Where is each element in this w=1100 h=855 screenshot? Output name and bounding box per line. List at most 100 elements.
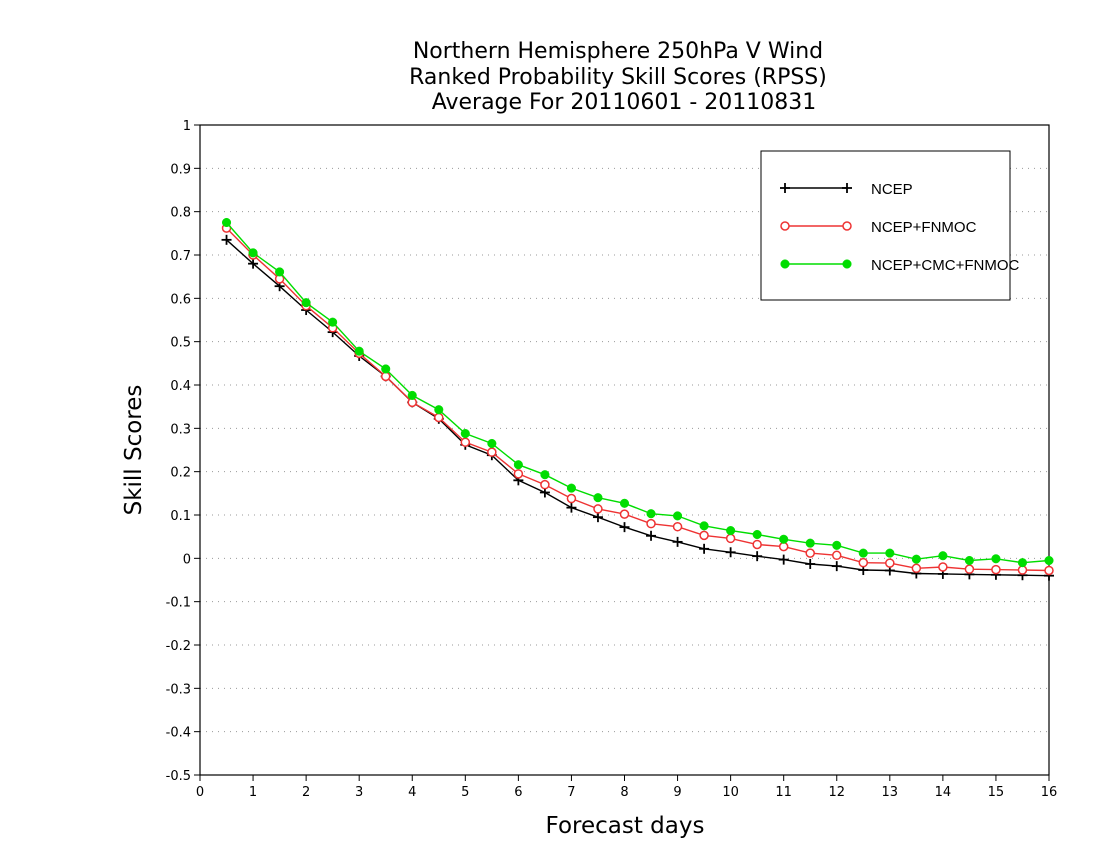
y-tick-label: 0.3 (170, 422, 191, 437)
data-point (858, 548, 868, 558)
data-point (673, 511, 683, 521)
data-point (726, 526, 736, 536)
x-tick-label: 6 (514, 785, 522, 800)
legend-label: NCEP+CMC+FNMOC (871, 257, 1020, 274)
data-point (328, 317, 338, 327)
data-point (672, 536, 683, 547)
legend-marker (780, 221, 790, 231)
data-point (275, 267, 285, 277)
data-point (540, 470, 550, 480)
x-tick-label: 9 (673, 785, 681, 800)
series-ncep-cmc-fnmoc (221, 217, 1054, 568)
x-tick-label: 12 (828, 785, 845, 800)
data-point (407, 390, 417, 400)
y-tick-label: -0.2 (166, 639, 191, 654)
legend-marker (842, 221, 852, 231)
data-point (778, 554, 789, 565)
y-axis-title: Skill Scores (121, 385, 147, 516)
data-point (460, 428, 470, 439)
data-point (1017, 565, 1028, 575)
data-point (646, 518, 656, 529)
data-point (964, 564, 975, 574)
data-point (805, 538, 815, 548)
data-point (354, 346, 364, 356)
data-point (619, 498, 630, 508)
data-point (566, 483, 576, 493)
data-point (619, 522, 630, 533)
data-point (646, 509, 656, 519)
data-point (593, 493, 603, 503)
x-axis-title: Forecast days (546, 813, 705, 839)
x-tick-label: 14 (935, 785, 952, 800)
data-point (699, 530, 709, 541)
data-point (911, 563, 922, 574)
legend-entry: NCEP+FNMOC (780, 219, 977, 236)
data-point (725, 533, 736, 544)
chart-title-line-1: Northern Hemisphere 250hPa V Wind (413, 39, 823, 64)
data-point (725, 547, 736, 558)
data-point (991, 554, 1001, 564)
y-tick-label: 1 (183, 119, 191, 134)
data-point (460, 437, 471, 447)
x-tick-label: 11 (775, 785, 792, 800)
data-point (938, 562, 948, 572)
data-point (779, 534, 789, 544)
data-point (592, 512, 603, 523)
y-tick-label: 0.1 (170, 509, 191, 524)
data-point (672, 521, 683, 532)
legend-label: NCEP (871, 181, 913, 198)
x-tick-label: 0 (196, 785, 204, 800)
data-point (938, 551, 948, 561)
y-tick-label: 0 (183, 552, 191, 567)
x-tick-label: 5 (461, 785, 469, 800)
series-layer (221, 217, 1054, 581)
y-tick-label: 0.2 (170, 466, 191, 481)
x-tick-label: 8 (620, 785, 628, 800)
x-tick-label: 15 (988, 785, 1005, 800)
data-point (1017, 558, 1028, 568)
legend-entry: NCEP+CMC+FNMOC (780, 257, 1020, 274)
legend-entry: NCEP (780, 181, 913, 198)
data-point (248, 248, 258, 258)
legend-label: NCEP+FNMOC (871, 219, 977, 236)
data-point (248, 258, 259, 269)
legend-marker (780, 183, 790, 193)
data-point (831, 561, 842, 572)
data-point (752, 529, 762, 540)
data-point (434, 405, 444, 415)
legend-marker (842, 183, 852, 193)
data-point (832, 550, 842, 561)
data-point (540, 479, 550, 490)
data-point (1044, 565, 1054, 576)
data-point (380, 371, 391, 382)
data-point (221, 234, 232, 245)
data-point (991, 564, 1001, 575)
data-point (778, 541, 789, 552)
data-point (221, 217, 232, 228)
data-point (487, 447, 497, 457)
data-point (964, 555, 974, 566)
data-point (381, 364, 391, 374)
data-point (566, 493, 577, 504)
y-tick-label: -0.5 (166, 769, 191, 784)
chart-title-line-3: Average For 20110601 - 20110831 (432, 90, 817, 115)
data-point (566, 502, 577, 513)
x-tick-label: 2 (302, 785, 310, 800)
data-point (858, 557, 869, 568)
x-tick-label: 16 (1041, 785, 1058, 800)
data-point (1044, 555, 1054, 566)
y-tick-label: 0.4 (170, 379, 191, 394)
chart-title: Northern Hemisphere 250hPa V Wind Ranked… (409, 39, 827, 115)
data-point (805, 548, 815, 558)
y-tick-label: 0.6 (170, 292, 191, 307)
data-point (513, 469, 524, 479)
x-tick-label: 4 (408, 785, 416, 800)
data-point (699, 521, 709, 531)
chart-title-line-2: Ranked Probability Skill Scores (RPSS) (409, 65, 827, 90)
data-point (699, 543, 710, 554)
data-point (301, 298, 311, 308)
data-point (885, 548, 895, 558)
axis-ticks: 1 0.9 0.8 0.7 0.6 0.5 0.4 0.3 0.2 0.1 0 -0.1 -0.2 -0.… (166, 119, 1058, 800)
